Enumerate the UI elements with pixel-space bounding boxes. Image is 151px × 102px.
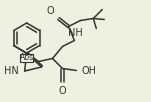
Text: O: O xyxy=(47,7,55,17)
Text: NH: NH xyxy=(68,28,83,38)
Text: HN: HN xyxy=(4,66,19,76)
Text: OH: OH xyxy=(81,65,96,75)
Text: O: O xyxy=(59,85,66,95)
Text: Abs: Abs xyxy=(20,54,34,63)
FancyBboxPatch shape xyxy=(20,54,33,62)
